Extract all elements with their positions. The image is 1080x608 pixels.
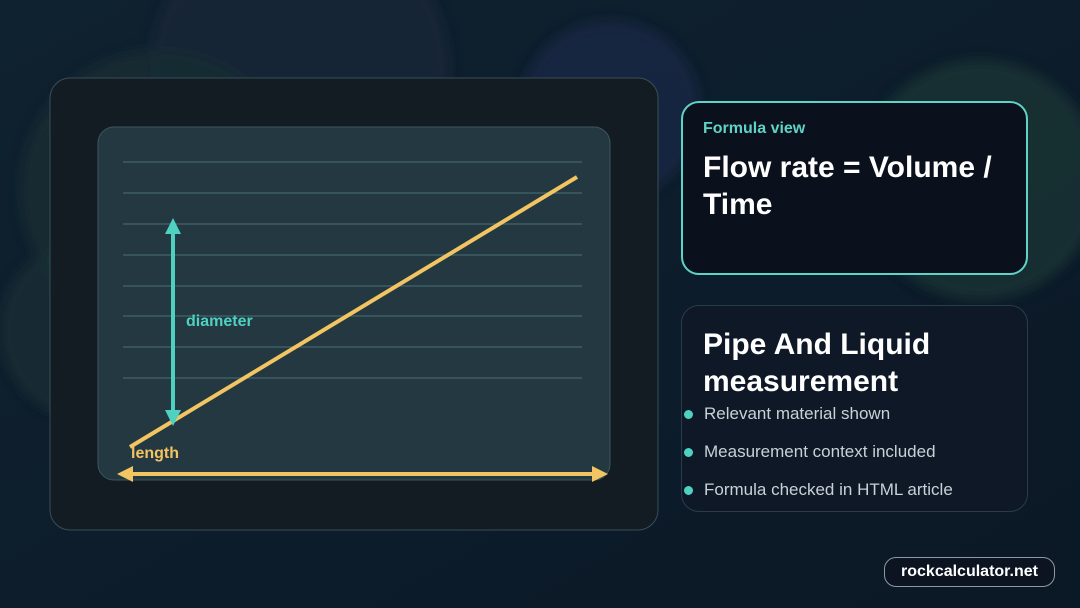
length-label: length — [131, 445, 179, 462]
formula-label: Formula view — [703, 120, 806, 137]
info-card: Pipe And Liquid measurement Relevant mat… — [681, 305, 1028, 512]
bullet: Relevant material shown — [683, 404, 891, 423]
site-name: rockcalculator.net — [901, 563, 1038, 580]
diameter-label: diameter — [186, 313, 253, 330]
guide-lines — [123, 161, 582, 379]
pipe-line — [128, 175, 579, 449]
formula-text: Flow rate = Volume / Time — [703, 151, 992, 221]
formula-card: Formula view Flow rate = Volume / Time — [681, 101, 1028, 275]
info-title: Pipe And Liquid measurement — [703, 328, 931, 398]
bullet: Measurement context included — [684, 442, 936, 461]
footer-badge: rockcalculator.net — [884, 557, 1055, 587]
bullet: Formula checked in HTML article — [684, 480, 953, 499]
